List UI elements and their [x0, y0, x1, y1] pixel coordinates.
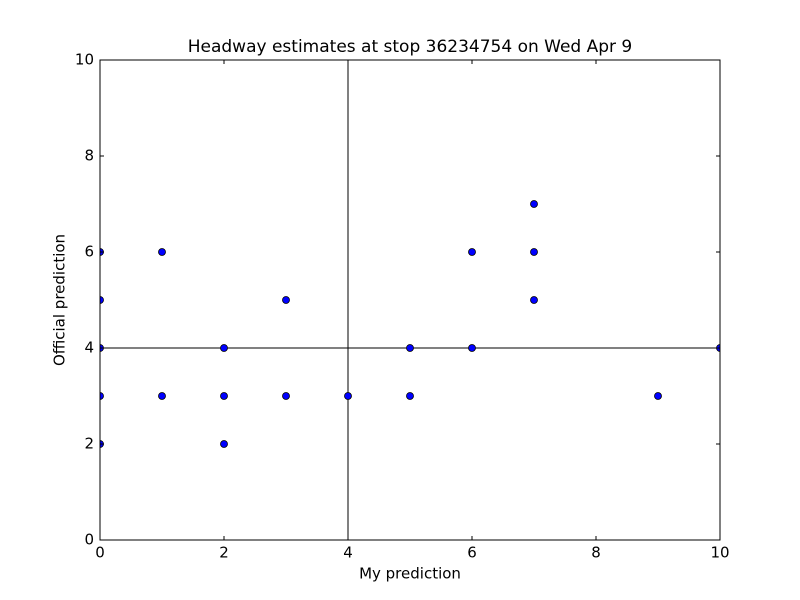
point: [282, 392, 290, 400]
x-tick-label: 6: [467, 544, 477, 562]
chart-title: Headway estimates at stop 36234754 on We…: [188, 37, 633, 57]
x-tick-label: 4: [343, 544, 353, 562]
point: [406, 344, 414, 352]
point: [220, 344, 228, 352]
y-tick-label: 4: [84, 339, 94, 357]
point: [220, 392, 228, 400]
axes-frame: [99, 59, 721, 541]
point: [344, 392, 352, 400]
y-tick-label: 10: [75, 51, 94, 69]
point: [530, 296, 538, 304]
point: [468, 248, 476, 256]
point: [530, 248, 538, 256]
point: [100, 392, 104, 400]
point: [100, 296, 104, 304]
x-axis-label: My prediction: [359, 565, 461, 583]
point: [654, 392, 662, 400]
x-tick-label: 2: [219, 544, 229, 562]
point: [158, 392, 166, 400]
point: [220, 440, 228, 448]
x-tick-label: 8: [591, 544, 601, 562]
y-tick-label: 0: [84, 531, 94, 549]
y-axis-label: Official prediction: [51, 234, 69, 366]
point: [158, 248, 166, 256]
y-tick-label: 6: [84, 243, 94, 261]
point: [282, 296, 290, 304]
point: [406, 392, 414, 400]
y-tick-label: 2: [84, 435, 94, 453]
y-tick-label: 8: [84, 147, 94, 165]
x-tick-label: 10: [710, 544, 729, 562]
point: [468, 344, 476, 352]
point: [530, 200, 538, 208]
x-tick-label: 0: [95, 544, 105, 562]
